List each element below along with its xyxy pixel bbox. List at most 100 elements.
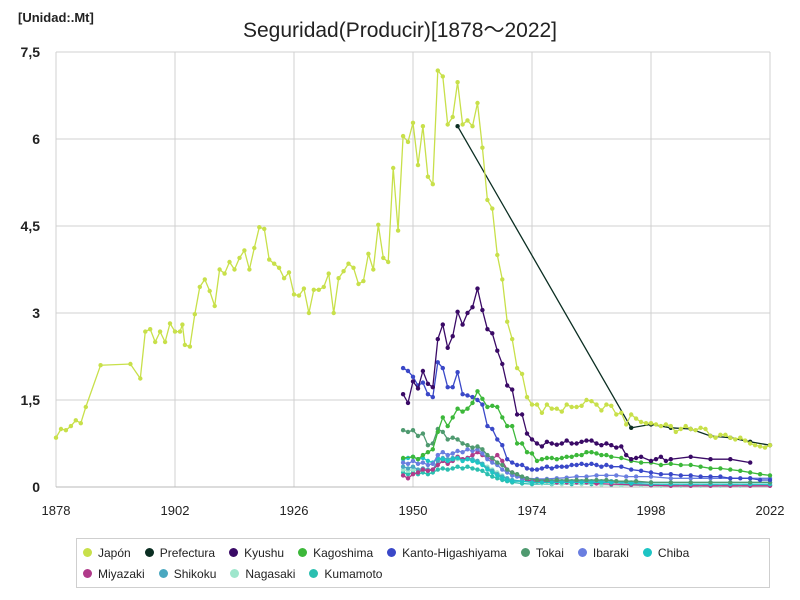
data-point bbox=[748, 460, 753, 465]
legend-item: Chiba bbox=[642, 542, 690, 563]
data-point bbox=[306, 310, 312, 316]
data-point bbox=[450, 415, 455, 420]
chart-grid bbox=[55, 51, 771, 488]
data-point bbox=[574, 462, 579, 468]
data-point bbox=[490, 206, 495, 211]
data-point bbox=[688, 473, 693, 478]
data-point bbox=[455, 437, 460, 442]
data-point bbox=[559, 455, 564, 461]
data-point bbox=[584, 450, 589, 455]
data-point bbox=[480, 447, 485, 452]
data-point bbox=[668, 472, 673, 477]
data-point bbox=[187, 344, 193, 349]
data-point bbox=[460, 122, 465, 127]
legend-label: Chiba bbox=[657, 545, 690, 560]
data-point bbox=[480, 468, 485, 473]
data-point bbox=[445, 437, 450, 442]
data-point bbox=[668, 476, 673, 481]
data-point bbox=[475, 389, 480, 394]
data-point bbox=[450, 457, 455, 462]
data-point bbox=[762, 445, 768, 450]
data-point bbox=[519, 371, 525, 377]
x-tick-label: 1926 bbox=[280, 503, 309, 518]
data-point bbox=[475, 460, 480, 465]
data-point bbox=[485, 472, 490, 477]
data-point bbox=[276, 265, 282, 270]
data-point bbox=[460, 409, 465, 414]
data-point bbox=[529, 467, 535, 472]
data-point bbox=[619, 464, 624, 469]
data-point bbox=[688, 480, 693, 485]
data-point bbox=[460, 322, 465, 327]
data-point bbox=[629, 425, 634, 430]
data-point bbox=[604, 441, 609, 446]
data-point bbox=[167, 321, 173, 326]
data-point bbox=[217, 267, 222, 272]
data-point bbox=[445, 423, 450, 429]
data-point bbox=[490, 403, 495, 408]
data-point bbox=[619, 455, 624, 461]
data-point bbox=[440, 457, 445, 462]
legend-marker-icon bbox=[158, 569, 168, 578]
data-point bbox=[180, 322, 185, 327]
data-point bbox=[450, 451, 455, 456]
data-point bbox=[470, 458, 475, 464]
data-point bbox=[405, 368, 411, 374]
data-point bbox=[430, 461, 435, 466]
series-jap-n bbox=[53, 68, 773, 450]
data-point bbox=[589, 480, 594, 485]
data-point bbox=[514, 472, 520, 477]
data-point bbox=[514, 412, 520, 417]
data-point bbox=[708, 433, 713, 439]
x-tick-label: 1878 bbox=[42, 503, 71, 518]
data-point bbox=[495, 460, 500, 465]
data-point bbox=[415, 461, 421, 466]
data-point bbox=[757, 472, 763, 477]
data-point bbox=[400, 428, 406, 433]
data-point bbox=[505, 467, 510, 472]
data-point bbox=[579, 461, 584, 466]
data-point bbox=[316, 287, 321, 292]
legend-item: Kyushu bbox=[229, 542, 284, 563]
data-point bbox=[514, 441, 520, 446]
series-line bbox=[402, 288, 751, 464]
data-point bbox=[272, 261, 277, 266]
data-point bbox=[346, 261, 351, 266]
legend-item: Kagoshima bbox=[298, 542, 373, 563]
chart-plot-area bbox=[53, 68, 773, 488]
data-point bbox=[68, 423, 74, 429]
legend-label: Nagasaki bbox=[245, 566, 296, 581]
data-point bbox=[718, 466, 723, 471]
data-point bbox=[505, 457, 510, 462]
data-point bbox=[599, 443, 604, 448]
data-point bbox=[544, 477, 550, 483]
data-point bbox=[485, 452, 490, 458]
data-point bbox=[371, 267, 376, 272]
data-point bbox=[609, 443, 614, 448]
data-point bbox=[589, 461, 594, 466]
data-point bbox=[500, 277, 505, 282]
data-point bbox=[728, 435, 733, 440]
data-point bbox=[569, 480, 574, 485]
data-point bbox=[475, 100, 480, 106]
data-point bbox=[748, 441, 753, 446]
legend-marker-icon bbox=[83, 569, 92, 578]
data-point bbox=[495, 473, 500, 478]
data-point bbox=[510, 423, 515, 429]
data-point bbox=[648, 470, 654, 475]
data-point bbox=[485, 404, 490, 410]
data-point bbox=[485, 327, 490, 332]
legend-item: Miyazaki bbox=[83, 563, 145, 584]
data-point bbox=[703, 426, 708, 432]
data-point bbox=[420, 452, 426, 458]
data-point bbox=[465, 447, 470, 452]
data-point bbox=[182, 342, 188, 348]
data-point bbox=[624, 422, 629, 427]
data-point bbox=[425, 443, 431, 448]
data-point bbox=[207, 288, 212, 294]
data-point bbox=[405, 466, 411, 471]
data-point bbox=[708, 480, 713, 485]
data-point bbox=[500, 467, 505, 472]
data-point bbox=[609, 403, 614, 408]
